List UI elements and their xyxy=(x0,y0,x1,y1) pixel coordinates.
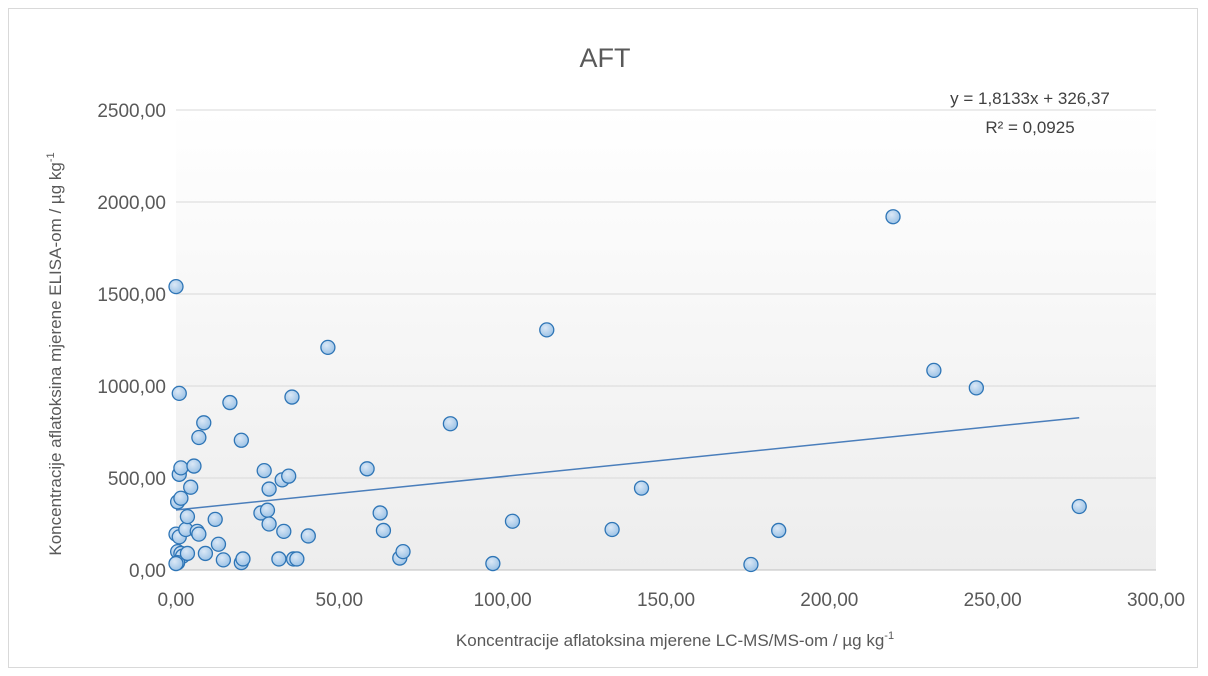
data-point xyxy=(442,416,459,432)
x-tick-labels: 0,00 50,00 100,00 150,00 200,00 250,00 300,00 xyxy=(158,590,1186,611)
data-point xyxy=(259,502,276,518)
data-point xyxy=(210,536,227,552)
gridlines xyxy=(176,109,1156,571)
x-axis-title-main: Koncentracije aflatoksina mjerene LC-MS/… xyxy=(456,631,884,650)
data-point xyxy=(191,429,207,446)
data-point xyxy=(485,555,501,572)
y-tick-label: 2500,00 xyxy=(97,101,166,122)
chart-title: AFT xyxy=(580,43,631,73)
data-point xyxy=(196,415,212,431)
data-point xyxy=(276,523,292,540)
x-axis-title: Koncentracije aflatoksina mjerene LC-MS/… xyxy=(456,630,894,650)
y-axis-title: Koncentracije aflatoksina mjerene ELISA-… xyxy=(45,152,65,555)
data-point xyxy=(235,551,251,567)
x-tick-label: 200,00 xyxy=(800,590,858,611)
data-point xyxy=(885,209,901,225)
data-point xyxy=(222,394,238,411)
data-point xyxy=(168,278,184,295)
data-point xyxy=(604,521,620,538)
x-tick-label: 250,00 xyxy=(964,590,1022,611)
trendline-r-squared: R² = 0,0925 xyxy=(985,118,1074,137)
data-point xyxy=(504,513,521,529)
data-point xyxy=(375,522,392,539)
data-point xyxy=(207,511,223,528)
data-point xyxy=(395,543,411,560)
data-point xyxy=(186,458,202,474)
y-tick-label: 2000,00 xyxy=(97,193,166,214)
data-point xyxy=(233,432,249,448)
data-point xyxy=(179,508,196,525)
data-point xyxy=(183,479,199,495)
data-point xyxy=(771,522,787,539)
data-point xyxy=(359,461,375,477)
data-point xyxy=(743,556,759,573)
x-tick-label: 150,00 xyxy=(637,590,695,611)
data-point xyxy=(179,545,196,562)
data-point xyxy=(284,389,300,405)
data-point xyxy=(968,380,984,396)
x-tick-label: 300,00 xyxy=(1127,590,1185,611)
data-point xyxy=(926,362,942,379)
data-point xyxy=(320,339,336,356)
y-axis-title-superscript: -1 xyxy=(45,152,57,162)
y-tick-label: 500,00 xyxy=(108,469,166,490)
y-axis-title-main: Koncentracije aflatoksina mjerene ELISA-… xyxy=(46,162,65,555)
data-point xyxy=(256,462,272,479)
data-point xyxy=(191,526,207,542)
data-point xyxy=(1071,498,1087,515)
x-tick-label: 50,00 xyxy=(316,590,364,611)
data-points xyxy=(168,209,1087,573)
data-point xyxy=(215,552,232,568)
data-point xyxy=(261,481,277,497)
scatter-chart: 0,00 500,00 1000,00 1500,00 2000,00 2500,00 0… xyxy=(45,43,1186,650)
data-point xyxy=(271,551,287,567)
plot-area xyxy=(176,110,1156,570)
data-point xyxy=(197,545,214,562)
x-axis-title-superscript: -1 xyxy=(884,630,894,642)
data-point xyxy=(372,505,388,521)
y-tick-label: 1500,00 xyxy=(97,285,166,306)
data-point xyxy=(173,490,189,506)
y-tick-label: 1000,00 xyxy=(97,377,166,398)
x-tick-label: 0,00 xyxy=(158,590,195,611)
y-tick-label: 0,00 xyxy=(129,561,166,582)
data-point xyxy=(261,516,277,532)
trendline-equation: y = 1,8133x + 326,37 xyxy=(950,89,1110,108)
data-point xyxy=(289,551,305,567)
data-point xyxy=(539,322,555,338)
x-tick-label: 100,00 xyxy=(474,590,532,611)
data-point xyxy=(173,460,189,476)
y-tick-labels: 0,00 500,00 1000,00 1500,00 2000,00 2500,00 xyxy=(97,101,166,582)
data-point xyxy=(168,555,184,572)
data-point xyxy=(171,385,187,402)
chart-frame: 0,00 500,00 1000,00 1500,00 2000,00 2500,00 0… xyxy=(8,8,1198,668)
data-point xyxy=(281,468,297,484)
trendline xyxy=(175,416,1080,511)
data-point xyxy=(300,528,316,544)
data-point xyxy=(633,480,650,496)
